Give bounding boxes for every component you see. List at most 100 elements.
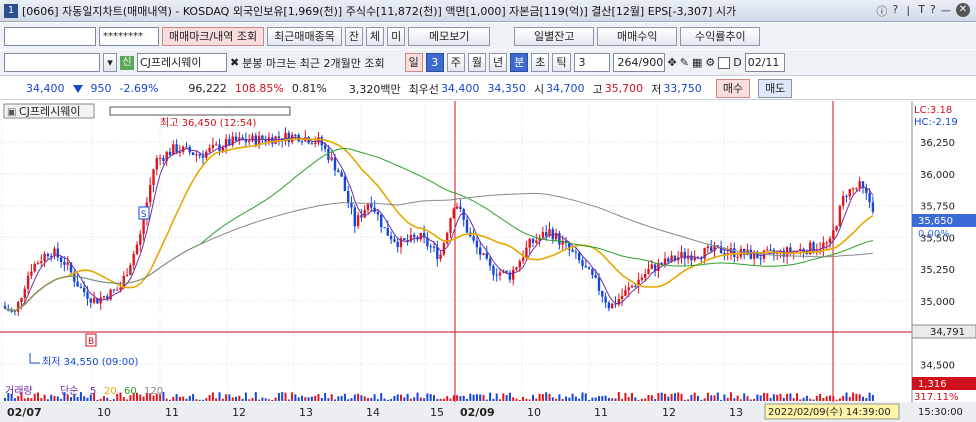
balance-button[interactable]: 잔 bbox=[344, 26, 364, 46]
volume-bar bbox=[799, 399, 802, 401]
candle-body bbox=[152, 169, 155, 185]
candle-body bbox=[168, 151, 172, 156]
candle-body bbox=[63, 262, 66, 265]
candle-body bbox=[96, 298, 99, 304]
return-trend-button[interactable]: 수익률추이 bbox=[680, 26, 761, 46]
candle-body bbox=[248, 140, 251, 142]
candle-body bbox=[597, 277, 601, 291]
period-day-button[interactable]: 일 bbox=[404, 53, 423, 72]
volume-bar bbox=[581, 392, 584, 401]
volume-bar bbox=[231, 397, 234, 401]
volume-bar bbox=[647, 394, 650, 401]
volume-bar bbox=[116, 393, 119, 401]
volume-bar bbox=[350, 398, 353, 401]
candle-body bbox=[389, 235, 393, 240]
volume-bar bbox=[545, 392, 548, 401]
current-price-box bbox=[912, 214, 976, 227]
candle-body bbox=[554, 233, 558, 240]
candle-body bbox=[558, 233, 561, 245]
volume-bar bbox=[495, 393, 498, 401]
period-second-button[interactable]: 초 bbox=[531, 53, 550, 72]
gear-icon[interactable]: ⚙ bbox=[705, 56, 716, 69]
candle-body bbox=[201, 155, 205, 158]
memo-button[interactable]: 메모보기 bbox=[408, 26, 491, 46]
dropdown-icon[interactable]: ▾ bbox=[103, 53, 117, 72]
volume-bar bbox=[558, 394, 561, 401]
help-icon[interactable]: ? bbox=[892, 2, 899, 16]
unfilled-button[interactable]: 미 bbox=[387, 26, 406, 46]
candle-body bbox=[528, 238, 531, 248]
volume-bar bbox=[347, 399, 350, 401]
volume-bar bbox=[353, 394, 356, 401]
volume-bar bbox=[862, 396, 864, 401]
period-year-button[interactable]: 년 bbox=[489, 53, 508, 72]
text-icon[interactable]: T bbox=[918, 2, 926, 16]
volume-bar bbox=[400, 394, 402, 401]
volume-legend-ma5: 5 bbox=[90, 386, 96, 397]
candle-body bbox=[175, 144, 178, 153]
minimize-icon[interactable]: ㅡ bbox=[940, 4, 951, 18]
candle-body bbox=[624, 290, 627, 296]
window-title: [0606] 자동일지차트(매매내역) - KOSDAQ 외국인보유[1,969… bbox=[22, 4, 737, 18]
password-input[interactable]: ******** bbox=[99, 26, 159, 46]
note-icon: ✖ bbox=[230, 56, 240, 69]
volume-bar bbox=[340, 396, 343, 401]
grid-icon[interactable]: ▦ bbox=[691, 56, 703, 69]
stock-code-input[interactable] bbox=[4, 53, 100, 72]
sell-button[interactable]: 매도 bbox=[758, 79, 793, 98]
recent-trades-button[interactable]: 최근매매종목 bbox=[267, 26, 342, 46]
trade-profit-button[interactable]: 매매수익 bbox=[597, 26, 678, 46]
sell-marker[interactable] bbox=[138, 206, 150, 220]
volume-bar bbox=[380, 393, 383, 401]
volume-bar bbox=[555, 398, 558, 401]
date-checkbox[interactable] bbox=[718, 56, 731, 69]
volume-bar bbox=[360, 395, 363, 401]
volume-bar bbox=[565, 396, 567, 401]
date-input[interactable]: 02/11 bbox=[744, 53, 785, 72]
question-icon[interactable]: ? bbox=[930, 2, 936, 16]
buy-marker[interactable] bbox=[85, 333, 97, 347]
candle-body bbox=[399, 238, 403, 248]
candle-body bbox=[228, 138, 231, 145]
info-icon[interactable]: ⓘ bbox=[876, 4, 888, 18]
volume-bar bbox=[86, 397, 89, 401]
volume-bar bbox=[611, 398, 614, 401]
period-tick-button[interactable]: 틱 bbox=[552, 53, 571, 72]
candle-body bbox=[36, 263, 40, 265]
candle-body bbox=[693, 257, 696, 261]
account-input[interactable] bbox=[4, 26, 96, 46]
zoom-icon[interactable]: ✥ bbox=[667, 56, 677, 69]
volume-bar bbox=[548, 393, 551, 401]
candle-body bbox=[211, 144, 215, 149]
candle-body bbox=[340, 172, 343, 177]
candle-body bbox=[92, 298, 96, 303]
interval-select[interactable]: 3 bbox=[573, 53, 610, 72]
count-input[interactable]: 264/900 bbox=[612, 53, 665, 72]
daily-balance-button[interactable]: 일별잔고 bbox=[514, 26, 595, 46]
period-week-button[interactable]: 주 bbox=[446, 53, 465, 72]
volume-bar bbox=[723, 394, 726, 401]
candle-body bbox=[630, 285, 634, 288]
trade-mark-query-button[interactable]: 매매마크/내역 조회 bbox=[162, 26, 265, 46]
buy-button[interactable]: 매수 bbox=[715, 79, 751, 98]
volume-bar bbox=[753, 398, 756, 401]
price-chart[interactable]: ▣ CJ프레시웨이 최고 36,450 (12:54) 최저 34,550 (0… bbox=[0, 101, 976, 422]
candle-body bbox=[716, 245, 719, 247]
volume-bar bbox=[165, 398, 168, 401]
tool-icon[interactable]: ✎ bbox=[679, 56, 689, 69]
volume-bar bbox=[376, 399, 379, 401]
toolbar-account: ******** 매매마크/내역 조회 최근매매종목 잔 체 미 메모보기 일별… bbox=[0, 23, 976, 49]
candle-body bbox=[647, 268, 650, 274]
best-ask: 34,400 bbox=[440, 82, 480, 95]
candle-body bbox=[112, 289, 116, 291]
executed-button[interactable]: 체 bbox=[366, 26, 385, 46]
candle-body bbox=[620, 295, 624, 300]
volume-bar bbox=[505, 395, 508, 401]
candle-body bbox=[224, 138, 228, 148]
period-month-button[interactable]: 월 bbox=[467, 53, 487, 72]
period-num-select[interactable]: 3 bbox=[425, 53, 444, 72]
period-minute-button[interactable]: 분 bbox=[510, 53, 529, 72]
down-arrow-icon bbox=[72, 84, 83, 93]
volume-bar bbox=[287, 399, 290, 401]
close-icon[interactable]: ✕ bbox=[956, 2, 970, 17]
